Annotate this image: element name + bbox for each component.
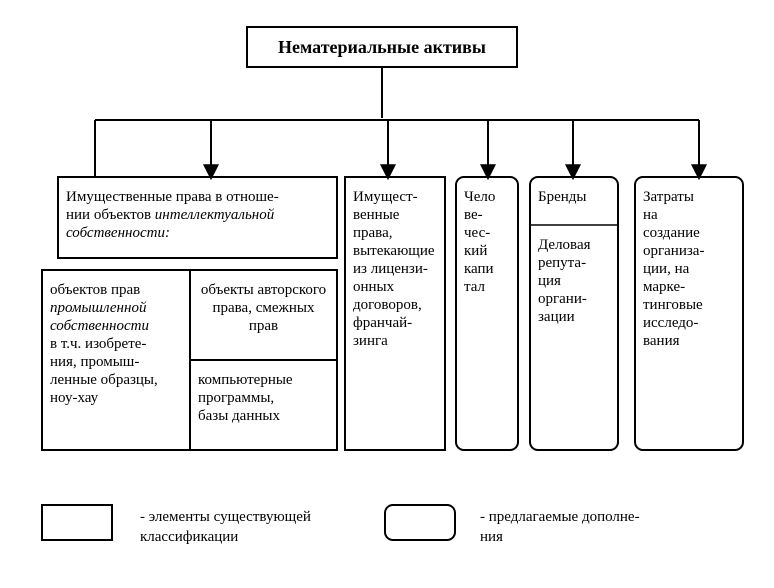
node-text: репута- (538, 255, 586, 271)
node-text: базы данных (198, 408, 280, 424)
node-text: венные (353, 207, 400, 223)
node-text: программы, (198, 390, 274, 406)
node-text: собственности: (66, 225, 170, 241)
node-text: из лицензи- (353, 261, 428, 277)
node-text: компьютерные (198, 372, 293, 388)
node-text: тинговые (643, 297, 703, 313)
node-text: Имущественные права в отноше- (66, 189, 279, 205)
node-text: ноу-хау (50, 390, 99, 406)
legend-text-0-0: - элементы существующей (140, 509, 311, 525)
node-text: в т.ч. изобрете- (50, 336, 146, 352)
node-text: зинга (353, 333, 388, 349)
node-text: прав (249, 318, 278, 334)
node-text: Имущест- (353, 189, 418, 205)
diagram-canvas: Нематериальные активы Имущественные права… (0, 0, 774, 588)
legend-text-0-1: классификации (140, 529, 238, 545)
node-text: кий (464, 243, 487, 259)
node-text: Затраты (643, 189, 694, 205)
node-text: онных (353, 279, 395, 295)
root-title: Нематериальные активы (278, 37, 486, 57)
node-text: органи- (538, 291, 587, 307)
node-text: тал (464, 279, 486, 295)
node-text: Бренды (538, 189, 587, 205)
node-text: Чело (464, 189, 495, 205)
node-text: собственности (50, 318, 149, 334)
node-text: исследо- (643, 315, 698, 331)
node-text: ве- (464, 207, 483, 223)
node-text: ния, промыш- (50, 354, 139, 370)
node-text: ленные образцы, (50, 372, 158, 388)
node-text: франчай- (353, 315, 412, 331)
node-text: вытекающие (353, 243, 435, 259)
node-text: вания (643, 333, 680, 349)
node-text: промышленной (50, 300, 147, 316)
node-text: объекты авторского (201, 282, 326, 298)
node-text: организа- (643, 243, 704, 259)
node-text: на (643, 207, 658, 223)
node-text: ции, на (643, 261, 690, 277)
node-text: чес- (464, 225, 490, 241)
node-text: марке- (643, 279, 685, 295)
node-text: Деловая (538, 237, 591, 253)
legend-text-1-1: ния (480, 529, 503, 545)
node-text: зации (538, 309, 575, 325)
node-text: права, смежных (212, 300, 315, 316)
legend-text-1-0: - предлагаемые дополне- (480, 509, 640, 525)
node-text: создание (643, 225, 700, 241)
node-text: ция (538, 273, 561, 289)
node-text: права, (353, 225, 392, 241)
node-text: нии объектов интеллектуальной (66, 207, 275, 223)
node-text: договоров, (353, 297, 422, 313)
node-text: капи (464, 261, 494, 277)
node-text: объектов прав (50, 282, 140, 298)
